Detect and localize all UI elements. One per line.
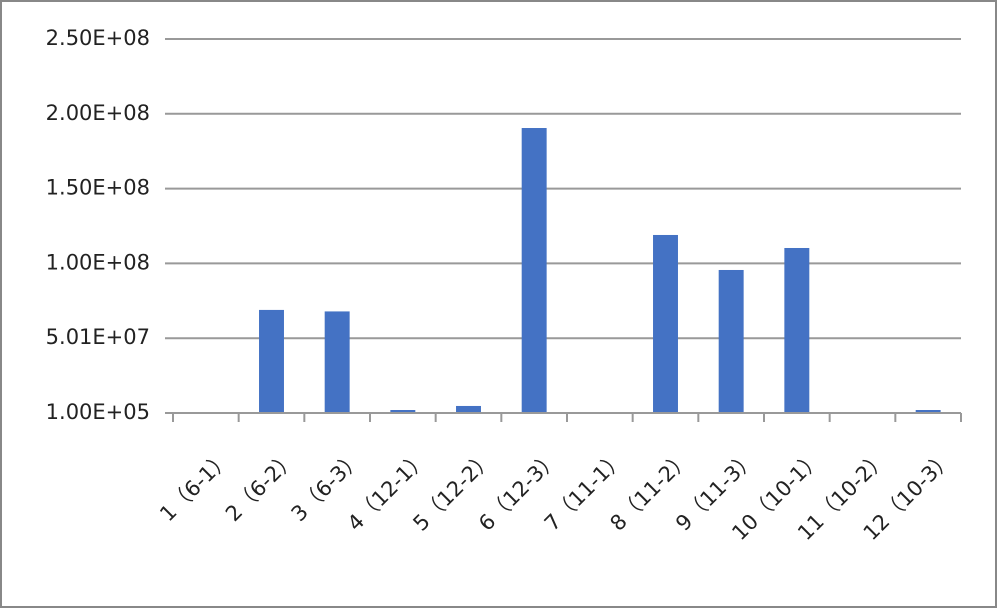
y-tick-label: 1.00E+05 xyxy=(46,400,150,424)
bar xyxy=(521,128,547,413)
bar xyxy=(784,247,810,413)
bar xyxy=(718,269,744,413)
y-tick-label: 2.50E+08 xyxy=(46,26,150,50)
bar xyxy=(324,311,350,413)
y-tick-label: 5.01E+07 xyxy=(46,325,150,349)
y-tick-label: 1.50E+08 xyxy=(46,176,150,200)
bar xyxy=(456,405,481,413)
bar xyxy=(653,234,678,413)
y-tick-label: 1.00E+08 xyxy=(46,250,150,274)
bar xyxy=(259,309,284,413)
bar xyxy=(915,410,941,413)
bar xyxy=(390,410,416,413)
y-tick-label: 2.00E+08 xyxy=(46,101,150,125)
